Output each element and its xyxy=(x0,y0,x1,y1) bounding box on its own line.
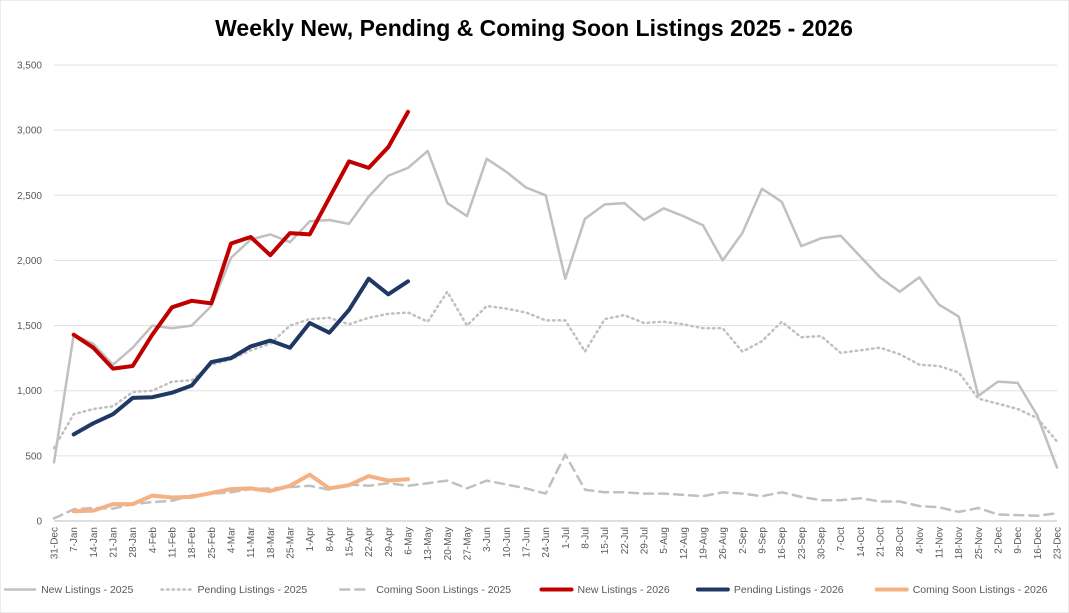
x-tick-label: 20-May xyxy=(443,527,454,560)
x-tick-label: 16-Sep xyxy=(777,527,788,560)
x-tick-label: 2-Sep xyxy=(738,527,749,554)
x-tick-label: 13-May xyxy=(423,527,434,560)
x-tick-label: 17-Jun xyxy=(522,527,533,558)
x-tick-label: 14-Jan xyxy=(89,527,100,558)
x-tick-label: 26-Aug xyxy=(718,527,729,559)
y-tick-label: 2,000 xyxy=(17,256,42,267)
x-tick-label: 29-Apr xyxy=(384,526,395,557)
x-tick-label: 7-Jan xyxy=(69,527,80,552)
x-tick-label: 6-May xyxy=(404,527,415,555)
x-tick-label: 1-Jul xyxy=(561,527,572,549)
chart-title: Weekly New, Pending & Coming Soon Listin… xyxy=(215,15,853,41)
legend-label: New Listings - 2026 xyxy=(578,584,670,596)
x-tick-label: 4-Feb xyxy=(148,527,159,554)
x-tick-label: 27-May xyxy=(463,527,474,560)
x-tick-label: 23-Sep xyxy=(797,527,808,560)
x-tick-label: 21-Jan xyxy=(109,527,120,558)
x-tick-label: 25-Mar xyxy=(286,526,297,558)
x-tick-label: 18-Feb xyxy=(187,527,198,559)
x-tick-label: 24-Jun xyxy=(541,527,552,558)
series-line-4 xyxy=(71,109,410,371)
x-tick-label: 22-Jul xyxy=(620,527,631,554)
y-tick-label: 3,500 xyxy=(17,61,42,72)
y-axis: 0 500 1,000 1,500 2,000 2,500 3,000 3,500 xyxy=(17,61,42,528)
legend-label: Coming Soon Listings - 2025 xyxy=(376,584,511,596)
x-tick-label: 15-Apr xyxy=(345,526,356,557)
x-tick-label: 25-Feb xyxy=(207,527,218,559)
x-tick-label: 3-Jun xyxy=(482,527,493,552)
series-line-6 xyxy=(71,472,410,514)
x-tick-label: 22-Apr xyxy=(364,526,375,557)
x-tick-label: 31-Dec xyxy=(50,527,61,559)
series-lines xyxy=(52,109,1059,520)
x-tick-label: 18-Mar xyxy=(266,526,277,558)
x-tick-label: 15-Jul xyxy=(600,527,611,554)
series-line-5 xyxy=(71,276,410,437)
x-tick-label: 8-Apr xyxy=(325,526,336,551)
x-tick-label: 10-Jun xyxy=(502,527,513,558)
x-tick-label: 4-Mar xyxy=(227,526,238,553)
y-tick-label: 0 xyxy=(36,517,42,528)
x-tick-label: 8-Jul xyxy=(581,527,592,549)
legend-label: Coming Soon Listings - 2026 xyxy=(913,584,1048,596)
legend-label: Pending Listings - 2025 xyxy=(198,584,308,596)
x-tick-label: 9-Sep xyxy=(758,527,769,554)
x-tick-label: 16-Dec xyxy=(1033,527,1044,559)
x-tick-label: 12-Aug xyxy=(679,527,690,559)
legend: New Listings - 2025 Pending Listings - 20… xyxy=(3,584,1048,596)
y-tick-label: 1,500 xyxy=(17,321,42,332)
y-tick-label: 1,000 xyxy=(17,386,42,397)
x-tick-label: 7-Oct xyxy=(836,527,847,552)
x-tick-label: 21-Oct xyxy=(876,527,887,557)
x-tick-label: 25-Nov xyxy=(974,527,985,559)
x-tick-label: 5-Aug xyxy=(659,527,670,554)
x-tick-label: 14-Oct xyxy=(856,527,867,557)
series-line-1 xyxy=(52,149,1059,469)
x-tick-label: 2-Dec xyxy=(994,527,1005,554)
y-tick-label: 3,000 xyxy=(17,126,42,137)
x-axis: 31-Dec 7-Jan 14-Jan 21-Jan 28-Jan 4-Feb 11-Feb… xyxy=(50,520,1064,560)
x-tick-label: 9-Dec xyxy=(1013,527,1024,554)
x-tick-label: 28-Jan xyxy=(128,527,139,558)
x-tick-label: 4-Nov xyxy=(915,527,926,554)
gridlines xyxy=(54,64,1057,457)
x-tick-label: 18-Nov xyxy=(954,527,965,559)
legend-label: New Listings - 2025 xyxy=(41,584,133,596)
legend-label: Pending Listings - 2026 xyxy=(734,584,844,596)
x-tick-label: 19-Aug xyxy=(699,527,710,559)
x-tick-label: 28-Oct xyxy=(895,527,906,557)
x-tick-label: 11-Feb xyxy=(168,527,179,558)
x-tick-label: 11-Nov xyxy=(935,527,946,559)
x-tick-label: 1-Apr xyxy=(305,526,316,551)
x-tick-label: 30-Sep xyxy=(817,527,828,560)
x-tick-label: 23-Dec xyxy=(1053,527,1064,559)
x-tick-label: 29-Jul xyxy=(640,527,651,554)
y-tick-label: 500 xyxy=(25,451,42,462)
y-tick-label: 2,500 xyxy=(17,191,42,202)
x-tick-label: 11-Mar xyxy=(246,526,257,558)
